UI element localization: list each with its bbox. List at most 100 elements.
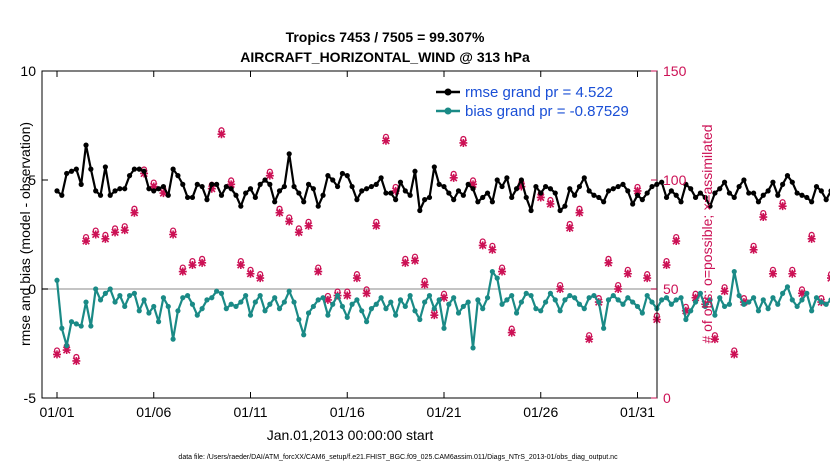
bias-point (528, 292, 534, 299)
obs-assimilated-marker (643, 274, 652, 283)
rmse-point (649, 183, 655, 190)
rmse-point (789, 179, 795, 185)
bias-point (160, 295, 167, 301)
bias-point (436, 297, 442, 303)
rmse-point (175, 173, 181, 179)
bias-point (407, 292, 413, 299)
rmse-point (272, 199, 278, 205)
bias-point (538, 308, 544, 314)
rmse-point (542, 183, 549, 190)
bias-point (93, 286, 99, 292)
rmse-point (88, 166, 94, 172)
rmse-point (446, 190, 452, 196)
rmse-point (644, 190, 650, 196)
bias-point (262, 308, 268, 314)
rmse-point (755, 199, 762, 205)
x-tick-label: 01/21 (426, 404, 461, 420)
obs-assimilated-marker (352, 274, 361, 283)
rmse-point (199, 183, 205, 190)
rmse-point (397, 179, 404, 185)
bias-point (697, 290, 703, 296)
obs-assimilated-marker (381, 136, 390, 145)
bias-point (455, 310, 462, 316)
obs-assimilated-marker (294, 228, 303, 237)
rmse-point (494, 177, 500, 183)
rmse-point (572, 192, 578, 198)
bias-point (276, 306, 283, 312)
rmse-point (368, 183, 375, 190)
bias-point (422, 299, 428, 305)
rmse-point (126, 173, 133, 179)
obs-assimilated-marker (236, 261, 245, 270)
rmse-point (518, 177, 525, 183)
chart-title: Tropics 7453 / 7505 = 99.307% (286, 29, 485, 45)
bias-point (393, 312, 399, 318)
bias-point (712, 312, 718, 318)
bias-point (451, 295, 457, 301)
rmse-point (151, 188, 157, 194)
rmse-point (349, 183, 355, 190)
bias-point (330, 301, 336, 307)
bias-point (639, 310, 645, 316)
rmse-point (431, 164, 437, 170)
obs-assimilated-marker (217, 130, 226, 139)
bias-point (189, 301, 196, 307)
obs-assimilated-marker (430, 311, 439, 320)
rmse-point (799, 192, 805, 198)
bias-point (480, 306, 486, 312)
obs-assimilated-marker (362, 289, 371, 298)
rmse-point (707, 203, 713, 209)
rmse-point (441, 183, 447, 190)
rmse-point (276, 188, 283, 194)
obs-assimilated-marker (585, 335, 594, 344)
bias-point (809, 308, 815, 314)
bias-point (426, 292, 433, 299)
bias-point (736, 292, 742, 299)
rmse-point (717, 186, 723, 192)
obs-assimilated-marker (265, 171, 274, 180)
rmse-point (315, 203, 321, 209)
y2-tick-label: 100 (663, 172, 687, 188)
obs-assimilated-marker (710, 335, 719, 344)
bias-point (484, 295, 491, 301)
obs-assimilated-marker (304, 221, 313, 230)
x-tick-label: 01/26 (523, 404, 558, 420)
rmse-point (765, 188, 771, 194)
rmse-point (610, 186, 616, 192)
rmse-point (267, 181, 273, 187)
obs-assimilated-marker (633, 186, 642, 195)
bias-point (552, 297, 558, 303)
obs-assimilated-marker (681, 306, 690, 315)
rmse-point (721, 179, 728, 185)
bias-point (305, 310, 312, 316)
bias-point (475, 297, 481, 303)
rmse-point (252, 194, 258, 201)
rmse-point (339, 170, 346, 177)
rmse-point (209, 181, 215, 187)
bias-point (155, 319, 162, 325)
bias-point (489, 268, 495, 275)
bias-point (668, 301, 674, 307)
bias-point (243, 292, 249, 299)
bias-point (499, 301, 505, 307)
bias-point (741, 301, 747, 307)
obs-assimilated-marker (323, 295, 332, 304)
rmse-point (378, 175, 384, 181)
bias-point (59, 325, 65, 331)
rmse-point (426, 194, 433, 201)
bias-point (339, 303, 346, 310)
rmse-point (359, 188, 365, 194)
rmse-point (465, 181, 471, 187)
rmse-point (823, 197, 829, 203)
rmse-point (122, 186, 128, 192)
rmse-point (170, 166, 176, 172)
bias-point (223, 306, 229, 312)
bias-point (562, 297, 568, 303)
rmse-point (325, 173, 331, 179)
bias-point (54, 277, 60, 283)
bias-point (412, 308, 418, 314)
bias-point (446, 301, 452, 307)
obs-assimilated-marker (730, 350, 739, 359)
obs-assimilated-marker (546, 199, 555, 208)
rmse-point (683, 181, 689, 187)
